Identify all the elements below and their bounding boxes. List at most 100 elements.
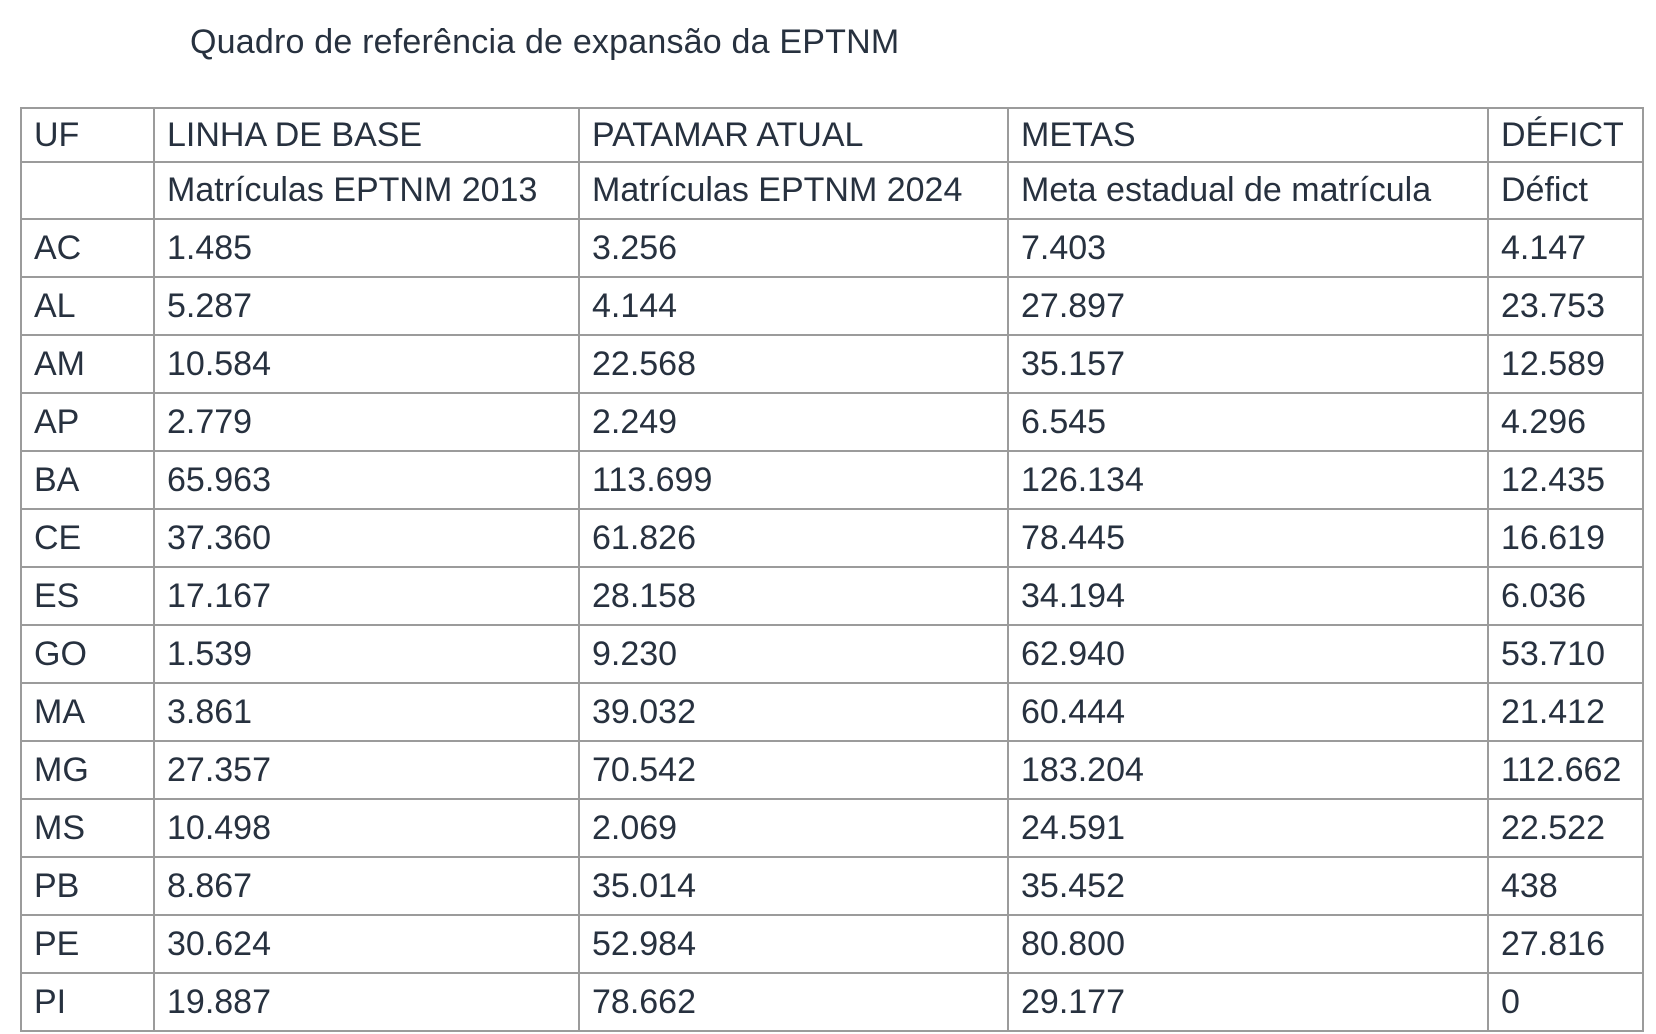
header-current: PATAMAR ATUAL bbox=[578, 107, 1009, 163]
cell-current: 52.984 bbox=[578, 914, 1009, 974]
header-uf: UF bbox=[20, 107, 155, 163]
cell-baseline: 27.357 bbox=[153, 740, 580, 800]
cell-current: 3.256 bbox=[578, 218, 1009, 278]
cell-baseline: 17.167 bbox=[153, 566, 580, 626]
table-row: CE 37.360 61.826 78.445 16.619 bbox=[20, 508, 1644, 568]
cell-current: 4.144 bbox=[578, 276, 1009, 336]
cell-target: 34.194 bbox=[1007, 566, 1489, 626]
subheader-deficit: Défict bbox=[1487, 161, 1644, 220]
cell-target: 29.177 bbox=[1007, 972, 1489, 1032]
header-deficit: DÉFICT bbox=[1487, 107, 1644, 163]
cell-current: 113.699 bbox=[578, 450, 1009, 510]
cell-uf: CE bbox=[20, 508, 155, 568]
cell-deficit: 112.662 bbox=[1487, 740, 1644, 800]
cell-baseline: 1.539 bbox=[153, 624, 580, 684]
cell-current: 70.542 bbox=[578, 740, 1009, 800]
cell-baseline: 5.287 bbox=[153, 276, 580, 336]
table-row: GO 1.539 9.230 62.940 53.710 bbox=[20, 624, 1644, 684]
cell-deficit: 22.522 bbox=[1487, 798, 1644, 858]
cell-target: 80.800 bbox=[1007, 914, 1489, 974]
table-header: UF LINHA DE BASE PATAMAR ATUAL METAS DÉF… bbox=[20, 107, 1644, 220]
table-row: PE 30.624 52.984 80.800 27.816 bbox=[20, 914, 1644, 974]
cell-target: 35.157 bbox=[1007, 334, 1489, 394]
cell-deficit: 438 bbox=[1487, 856, 1644, 916]
header-row-sub: Matrículas EPTNM 2013 Matrículas EPTNM 2… bbox=[20, 161, 1644, 220]
cell-current: 78.662 bbox=[578, 972, 1009, 1032]
table-row: ES 17.167 28.158 34.194 6.036 bbox=[20, 566, 1644, 626]
cell-target: 78.445 bbox=[1007, 508, 1489, 568]
eptnm-expansion-table: UF LINHA DE BASE PATAMAR ATUAL METAS DÉF… bbox=[20, 107, 1644, 1032]
cell-current: 28.158 bbox=[578, 566, 1009, 626]
cell-current: 22.568 bbox=[578, 334, 1009, 394]
table-row: AM 10.584 22.568 35.157 12.589 bbox=[20, 334, 1644, 394]
table-row: MS 10.498 2.069 24.591 22.522 bbox=[20, 798, 1644, 858]
cell-deficit: 0 bbox=[1487, 972, 1644, 1032]
cell-deficit: 27.816 bbox=[1487, 914, 1644, 974]
table-row: AC 1.485 3.256 7.403 4.147 bbox=[20, 218, 1644, 278]
cell-deficit: 4.147 bbox=[1487, 218, 1644, 278]
cell-baseline: 3.861 bbox=[153, 682, 580, 742]
subheader-target: Meta estadual de matrícula bbox=[1007, 161, 1489, 220]
table-body: AC 1.485 3.256 7.403 4.147 AL 5.287 4.14… bbox=[20, 218, 1644, 1032]
cell-current: 2.069 bbox=[578, 798, 1009, 858]
cell-target: 183.204 bbox=[1007, 740, 1489, 800]
cell-baseline: 19.887 bbox=[153, 972, 580, 1032]
cell-target: 7.403 bbox=[1007, 218, 1489, 278]
cell-current: 39.032 bbox=[578, 682, 1009, 742]
cell-target: 6.545 bbox=[1007, 392, 1489, 452]
cell-baseline: 2.779 bbox=[153, 392, 580, 452]
cell-current: 61.826 bbox=[578, 508, 1009, 568]
table-row: AL 5.287 4.144 27.897 23.753 bbox=[20, 276, 1644, 336]
cell-target: 126.134 bbox=[1007, 450, 1489, 510]
cell-baseline: 1.485 bbox=[153, 218, 580, 278]
cell-deficit: 16.619 bbox=[1487, 508, 1644, 568]
cell-baseline: 37.360 bbox=[153, 508, 580, 568]
cell-baseline: 8.867 bbox=[153, 856, 580, 916]
cell-target: 24.591 bbox=[1007, 798, 1489, 858]
cell-uf: AM bbox=[20, 334, 155, 394]
cell-deficit: 23.753 bbox=[1487, 276, 1644, 336]
cell-target: 27.897 bbox=[1007, 276, 1489, 336]
cell-uf: PI bbox=[20, 972, 155, 1032]
cell-target: 60.444 bbox=[1007, 682, 1489, 742]
cell-deficit: 4.296 bbox=[1487, 392, 1644, 452]
cell-baseline: 10.584 bbox=[153, 334, 580, 394]
table-row: MG 27.357 70.542 183.204 112.662 bbox=[20, 740, 1644, 800]
cell-uf: BA bbox=[20, 450, 155, 510]
subheader-current: Matrículas EPTNM 2024 bbox=[578, 161, 1009, 220]
table-row: BA 65.963 113.699 126.134 12.435 bbox=[20, 450, 1644, 510]
cell-deficit: 53.710 bbox=[1487, 624, 1644, 684]
table-row: AP 2.779 2.249 6.545 4.296 bbox=[20, 392, 1644, 452]
cell-target: 35.452 bbox=[1007, 856, 1489, 916]
table-title: Quadro de referência de expansão da EPTN… bbox=[190, 23, 900, 61]
cell-uf: PE bbox=[20, 914, 155, 974]
cell-target: 62.940 bbox=[1007, 624, 1489, 684]
cell-deficit: 12.435 bbox=[1487, 450, 1644, 510]
table-row: PI 19.887 78.662 29.177 0 bbox=[20, 972, 1644, 1032]
cell-uf: MG bbox=[20, 740, 155, 800]
cell-uf: MS bbox=[20, 798, 155, 858]
cell-uf: AC bbox=[20, 218, 155, 278]
table-row: PB 8.867 35.014 35.452 438 bbox=[20, 856, 1644, 916]
cell-uf: AP bbox=[20, 392, 155, 452]
header-row-groups: UF LINHA DE BASE PATAMAR ATUAL METAS DÉF… bbox=[20, 107, 1644, 163]
cell-uf: AL bbox=[20, 276, 155, 336]
cell-deficit: 12.589 bbox=[1487, 334, 1644, 394]
cell-uf: ES bbox=[20, 566, 155, 626]
table-row: MA 3.861 39.032 60.444 21.412 bbox=[20, 682, 1644, 742]
cell-deficit: 6.036 bbox=[1487, 566, 1644, 626]
cell-current: 35.014 bbox=[578, 856, 1009, 916]
header-target: METAS bbox=[1007, 107, 1489, 163]
cell-baseline: 30.624 bbox=[153, 914, 580, 974]
cell-deficit: 21.412 bbox=[1487, 682, 1644, 742]
cell-uf: PB bbox=[20, 856, 155, 916]
cell-current: 2.249 bbox=[578, 392, 1009, 452]
cell-baseline: 10.498 bbox=[153, 798, 580, 858]
cell-current: 9.230 bbox=[578, 624, 1009, 684]
subheader-uf bbox=[20, 161, 155, 220]
cell-uf: MA bbox=[20, 682, 155, 742]
cell-uf: GO bbox=[20, 624, 155, 684]
cell-baseline: 65.963 bbox=[153, 450, 580, 510]
subheader-baseline: Matrículas EPTNM 2013 bbox=[153, 161, 580, 220]
